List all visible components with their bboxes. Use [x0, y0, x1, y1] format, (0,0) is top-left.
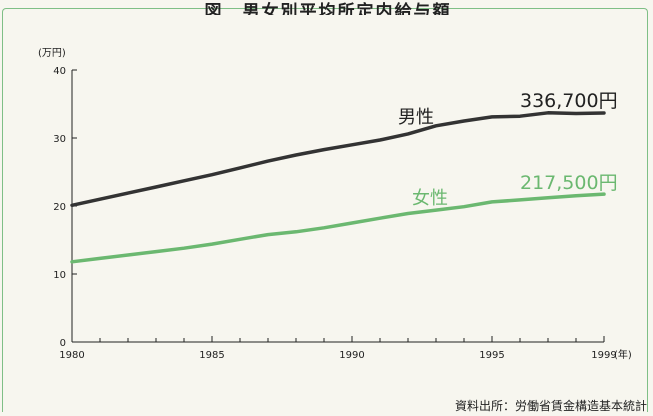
y-tick-label: 30 [53, 134, 66, 145]
x-tick-label: 1980 [59, 350, 84, 361]
series-label-male: 男性 [398, 107, 434, 128]
chart-title: 図 男女別平均所定内給与額 [204, 2, 452, 15]
end-value-label-female: 217,500円 [520, 172, 618, 194]
y-tick-label: 20 [53, 202, 66, 213]
x-tick-label: 1985 [199, 350, 224, 361]
series-line-female [70, 192, 606, 264]
y-tick-label: 10 [53, 270, 66, 281]
x-unit-label: (年) [614, 348, 632, 361]
chart-frame: 図 男女別平均所定内給与額 [2, 2, 648, 412]
x-tick-label: 1990 [339, 350, 364, 361]
y-tick-label: 0 [60, 338, 66, 349]
series-label-female: 女性 [412, 188, 448, 209]
y-tick-label: 40 [53, 66, 66, 77]
x-tick-label: 1999 [591, 350, 616, 361]
x-tick-label: 1995 [479, 350, 504, 361]
series-line-male [70, 111, 606, 208]
data-source: 資料出所：労働省賃金構造基本統計 [454, 399, 647, 413]
end-value-label-male: 336,700円 [520, 90, 618, 112]
y-unit-label: (万円) [38, 48, 66, 59]
